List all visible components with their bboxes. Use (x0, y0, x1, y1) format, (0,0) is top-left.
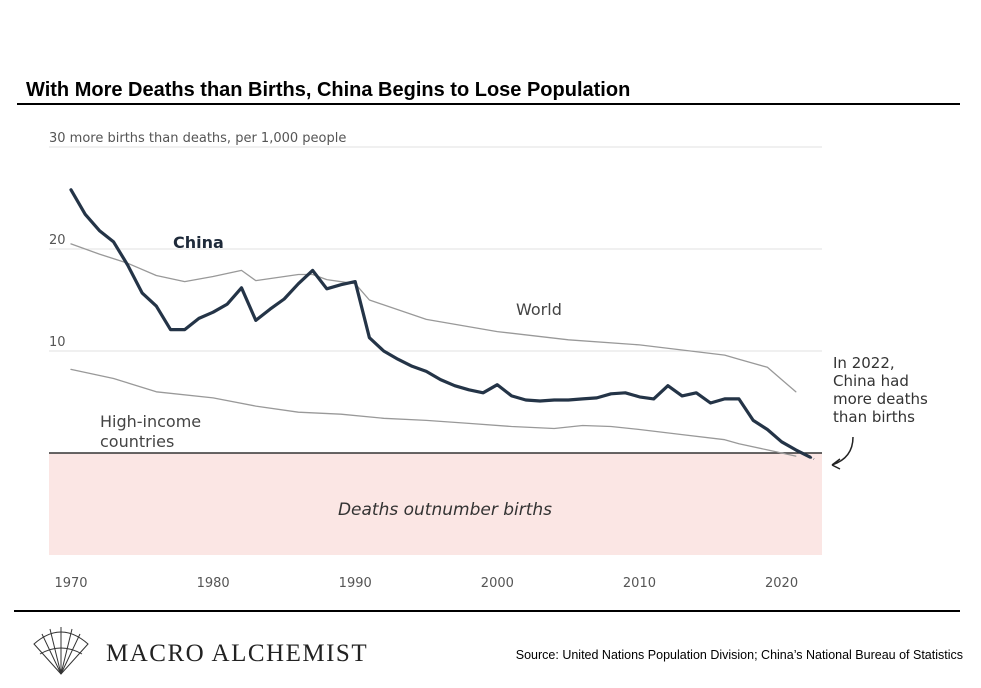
annotation-line: than births (833, 408, 915, 426)
annotation-line: more deaths (833, 390, 928, 408)
high-income-line (70, 368, 797, 457)
x-tick-label: 1970 (54, 576, 87, 591)
annotation-line: China had (833, 372, 909, 390)
shaded-region-label: Deaths outnumber births (338, 500, 552, 520)
y-tick-label: 30 more births than deaths, per 1,000 pe… (49, 131, 346, 146)
series-lines (69, 188, 815, 460)
world-line (70, 243, 797, 393)
title-rule (17, 103, 960, 105)
footer-rule (14, 610, 960, 612)
china-line (69, 188, 812, 459)
china-2022-dashed (795, 449, 815, 460)
x-tick-label: 1980 (197, 576, 230, 591)
china-series-label: China (173, 233, 224, 252)
high-income-label-line: High-income (100, 412, 201, 431)
x-tick-label: 2020 (765, 576, 798, 591)
chart-title: With More Deaths than Births, China Begi… (26, 79, 631, 101)
y-tick-label: 20 (49, 233, 66, 248)
annotation-line: In 2022, (833, 354, 895, 372)
shell-logo-icon (33, 627, 89, 675)
annotation-arrow (831, 436, 854, 470)
x-tick-labels: 1970 1980 1990 2000 2010 2020 (54, 576, 798, 591)
world-series-label: World (516, 300, 562, 319)
brand-name: MACRO ALCHEMIST (106, 640, 369, 667)
high-income-series-label: High-income countries (100, 412, 201, 451)
source-note: Source: United Nations Population Divisi… (515, 648, 963, 662)
x-tick-label: 2010 (623, 576, 656, 591)
x-tick-label: 2000 (481, 576, 514, 591)
high-income-label-line: countries (100, 432, 174, 451)
annotation-2022: In 2022, China had more deaths than births (833, 354, 928, 426)
deaths-outnumber-births-region (49, 453, 822, 555)
birth-death-chart: Deaths outnumber births 10 20 30 more birt… (49, 131, 928, 591)
y-tick-label: 10 (49, 335, 66, 350)
x-tick-label: 1990 (339, 576, 372, 591)
y-tick-labels: 10 20 30 more births than deaths, per 1,00… (49, 131, 346, 350)
